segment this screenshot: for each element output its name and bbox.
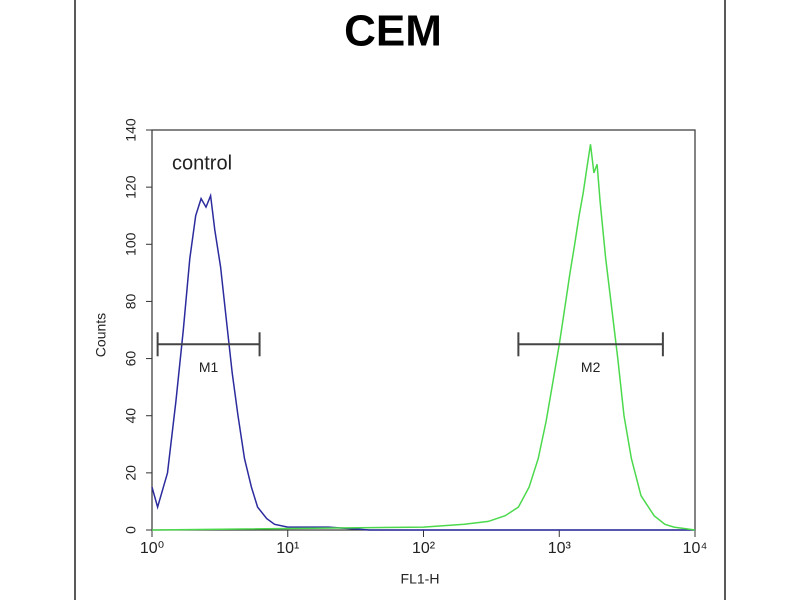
y-tick-label: 80: [123, 293, 139, 309]
plot-area: [151, 129, 696, 531]
x-tick-label: 10⁴: [683, 540, 708, 557]
y-axis-label: Counts: [93, 313, 109, 357]
x-tick-label: 10⁰: [140, 540, 164, 557]
histogram-line: [151, 192, 695, 531]
y-tick-label: 120: [123, 175, 139, 199]
x-tick-label: 10³: [548, 540, 572, 557]
marker-label: M2: [581, 359, 601, 375]
y-tick-label: 100: [123, 232, 139, 256]
frame: [74, 0, 726, 603]
marker-label: M1: [199, 359, 219, 375]
x-axis-label: FL1-H: [401, 571, 440, 587]
y-tick-label: 140: [123, 118, 139, 142]
chart-title: CEM: [344, 7, 442, 56]
y-tick-label: 0: [123, 526, 139, 534]
annotation: control: [172, 152, 232, 174]
x-tick-label: 10²: [412, 540, 436, 557]
y-tick-label: 60: [123, 351, 139, 367]
histogram-line: [151, 144, 696, 531]
x-tick-label: 10¹: [276, 540, 299, 557]
y-tick-label: 40: [123, 408, 139, 424]
y-tick-label: 20: [123, 465, 139, 481]
